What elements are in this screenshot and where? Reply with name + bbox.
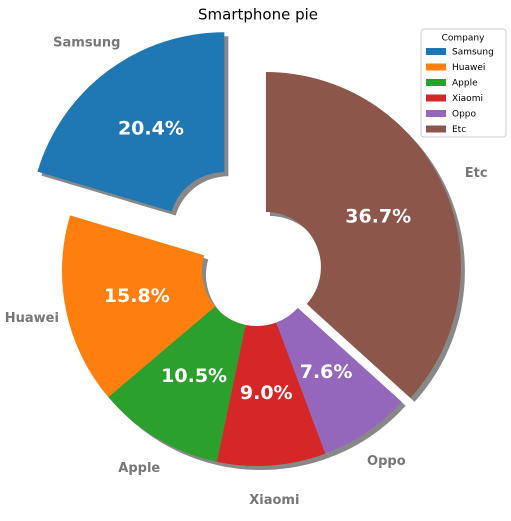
category-label: Etc xyxy=(465,166,488,181)
legend-swatch xyxy=(426,125,446,133)
value-label: 20.4% xyxy=(118,117,184,139)
wedge xyxy=(62,215,216,398)
legend-swatch xyxy=(426,48,446,55)
labels: 20.4% Samsung 15.8% Huawei 10.5% Apple 9.0% Xia… xyxy=(5,35,488,508)
category-label: Huawei xyxy=(5,311,59,326)
category-label: Apple xyxy=(118,461,160,476)
value-label: 10.5% xyxy=(161,365,227,387)
wedges xyxy=(37,32,461,466)
legend-swatch xyxy=(426,110,446,117)
legend-swatch xyxy=(426,63,446,71)
value-label: 7.6% xyxy=(300,361,353,383)
legend-label: Oppo xyxy=(452,110,477,120)
wedge xyxy=(276,307,402,454)
category-label: Oppo xyxy=(367,454,406,469)
value-label: 9.0% xyxy=(240,382,293,404)
legend-label: Huawei xyxy=(452,63,485,73)
value-label: 36.7% xyxy=(345,206,411,228)
category-label: Xiaomi xyxy=(249,493,299,508)
chart-title: Smartphone pie xyxy=(198,6,318,24)
wedge xyxy=(37,32,225,212)
legend-label: Xiaomi xyxy=(452,94,483,104)
legend-label: Etc xyxy=(452,125,466,135)
value-label: 15.8% xyxy=(104,285,170,307)
category-label: Samsung xyxy=(53,35,120,50)
wedge xyxy=(265,72,461,398)
legend-label: Samsung xyxy=(452,48,494,58)
legend-swatch xyxy=(426,94,446,102)
legend-label: Apple xyxy=(452,79,478,89)
wedge xyxy=(108,306,246,462)
legend-title: Company xyxy=(442,34,485,44)
legend: Company Samsung Huawei Apple Xiaomi Oppo Etc xyxy=(420,28,507,138)
legend-swatch xyxy=(426,79,446,86)
wedge xyxy=(216,322,326,466)
